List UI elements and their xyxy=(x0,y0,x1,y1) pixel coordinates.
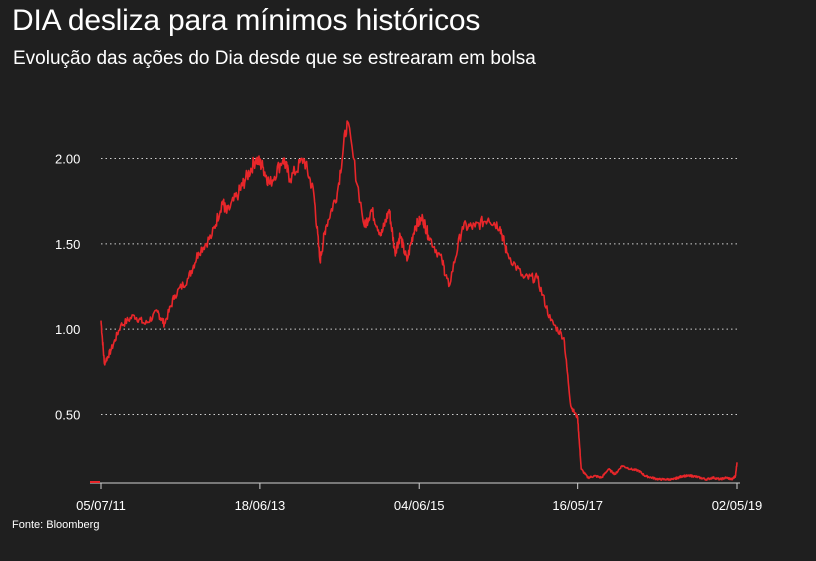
source-note: Fonte: Bloomberg xyxy=(12,519,100,531)
x-tick-label: 04/06/15 xyxy=(394,498,445,513)
chart-subtitle: Evolução das ações do Dia desde que se e… xyxy=(13,48,536,69)
y-tick-label: 0.50 xyxy=(55,408,80,423)
x-tick-label: 18/06/13 xyxy=(235,498,286,513)
y-tick-label: 1.00 xyxy=(55,322,80,337)
x-tick-label: 16/05/17 xyxy=(552,498,603,513)
y-axis-ticks: 0.50 1.00 1.50 2.00 xyxy=(55,152,80,423)
x-tick-label: 02/05/19 xyxy=(712,498,763,513)
gridlines xyxy=(101,158,737,415)
x-axis: 05/07/11 18/06/13 04/06/15 16/05/17 02/05/19 xyxy=(76,482,763,513)
series-line xyxy=(100,120,738,482)
y-tick-label: 2.00 xyxy=(55,152,80,167)
y-tick-label: 1.50 xyxy=(55,237,80,252)
x-tick-label: 05/07/11 xyxy=(76,498,126,513)
chart-title: DIA desliza para mínimos históricos xyxy=(12,4,481,37)
series-layer xyxy=(90,120,738,483)
